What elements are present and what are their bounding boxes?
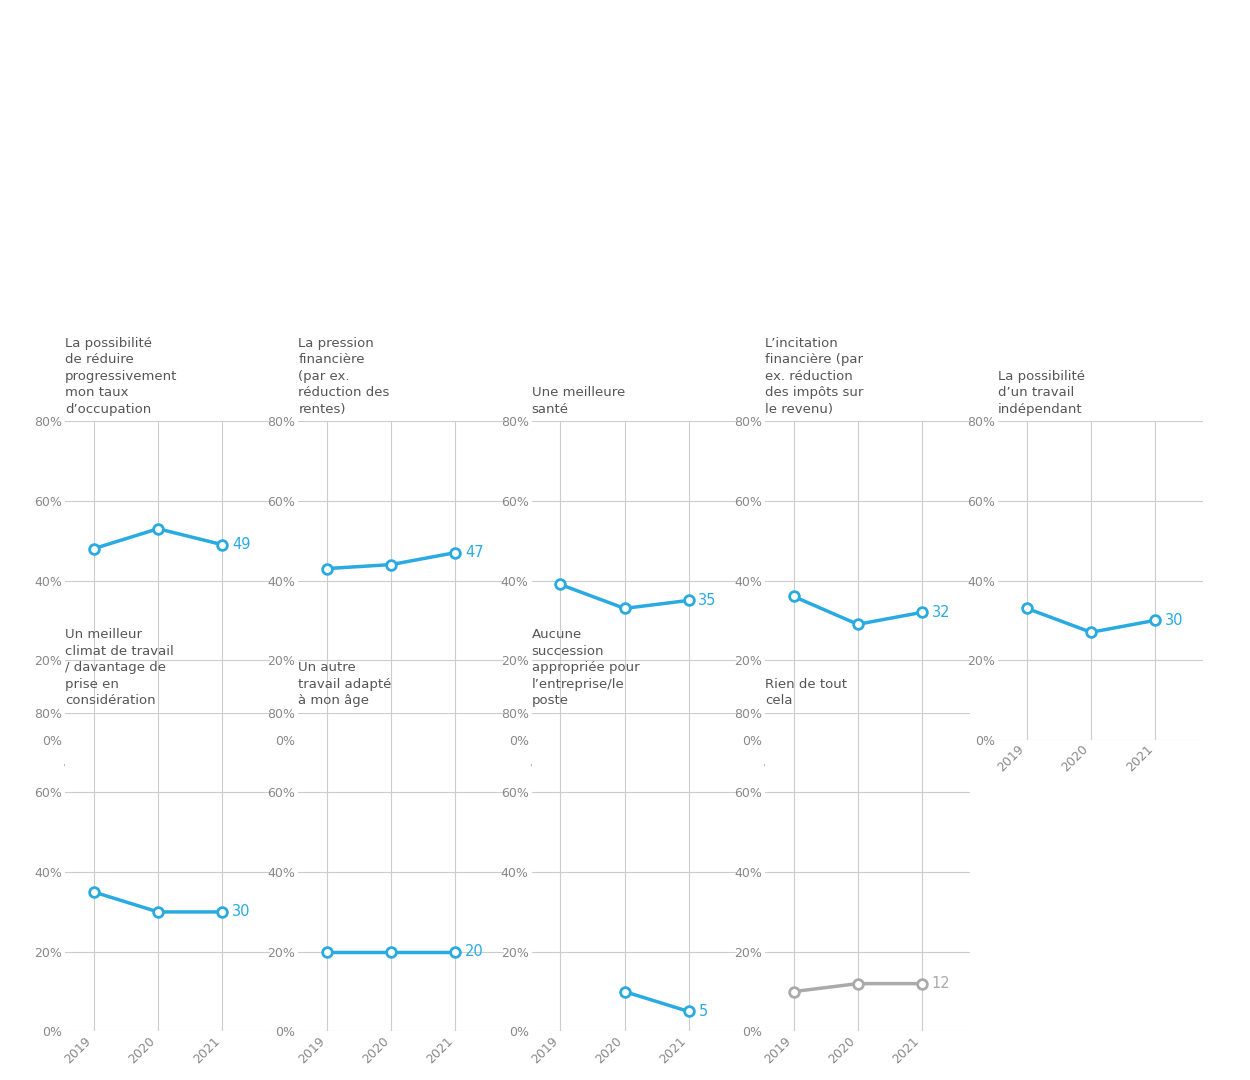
Text: La possibilité
d’un travail
indépendant: La possibilité d’un travail indépendant [998, 369, 1085, 416]
Text: 49: 49 [231, 537, 250, 552]
Text: Un meilleur
climat de travail
/ davantage de
prise en
considération: Un meilleur climat de travail / davantag… [65, 629, 174, 707]
Text: La pression
financière
(par ex.
réduction des
rentes): La pression financière (par ex. réductio… [299, 337, 390, 416]
Text: Un autre
travail adapté
à mon âge: Un autre travail adapté à mon âge [299, 661, 391, 707]
Text: 32: 32 [931, 605, 950, 620]
Text: 35: 35 [699, 593, 716, 608]
Text: La possibilité
de réduire
progressivement
mon taux
d’occupation: La possibilité de réduire progressivemen… [65, 337, 178, 416]
Text: 5: 5 [699, 1004, 708, 1020]
Text: L’incitation
financière (par
ex. réduction
des impôts sur
le revenu): L’incitation financière (par ex. réducti… [765, 337, 862, 416]
Text: Une meilleure
santé: Une meilleure santé [531, 387, 625, 416]
Text: Aucune
succession
appropriée pour
l’entreprise/le
poste: Aucune succession appropriée pour l’entr… [531, 629, 639, 707]
Text: 47: 47 [465, 545, 484, 561]
Text: 30: 30 [1165, 612, 1184, 627]
Text: 12: 12 [931, 976, 950, 991]
Text: 20: 20 [465, 944, 484, 959]
Text: 30: 30 [231, 904, 250, 919]
Text: Rien de tout
cela: Rien de tout cela [765, 678, 846, 707]
